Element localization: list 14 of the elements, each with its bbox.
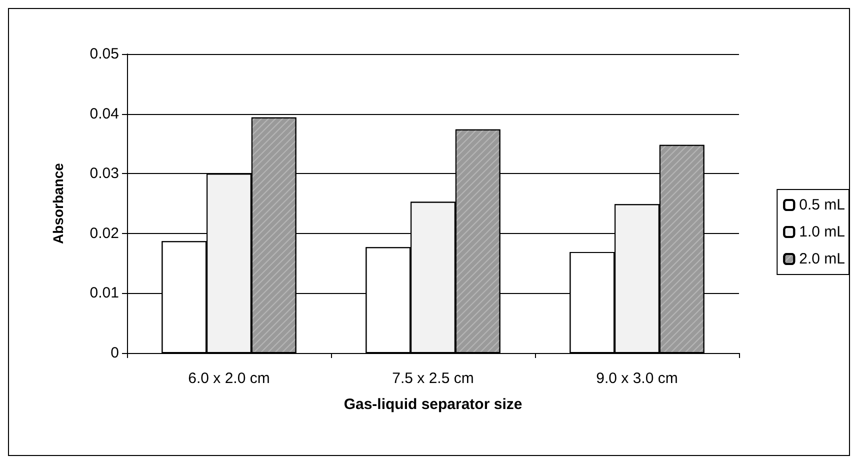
y-axis-title: Absorbance — [50, 162, 66, 244]
legend-label: 2.0 mL — [799, 250, 846, 268]
y-tick-label: 0.03 — [90, 165, 119, 182]
x-tick-label: 7.5 x 2.5 cm — [392, 370, 474, 387]
x-tick-label: 9.0 x 3.0 cm — [596, 370, 678, 387]
x-tick-label: 6.0 x 2.0 cm — [188, 370, 270, 387]
y-tick-label: 0 — [110, 344, 119, 362]
y-tick-label: 0.02 — [90, 224, 119, 242]
x-axis-title: Gas-liquid separator size — [344, 396, 522, 413]
y-tick-label: 0.01 — [90, 284, 119, 302]
y-tick-label: 0.04 — [90, 105, 119, 122]
legend-label: 0.5 mL — [799, 196, 846, 214]
legend-label: 1.0 mL — [799, 224, 846, 240]
y-tick-label: 0.05 — [90, 46, 119, 62]
